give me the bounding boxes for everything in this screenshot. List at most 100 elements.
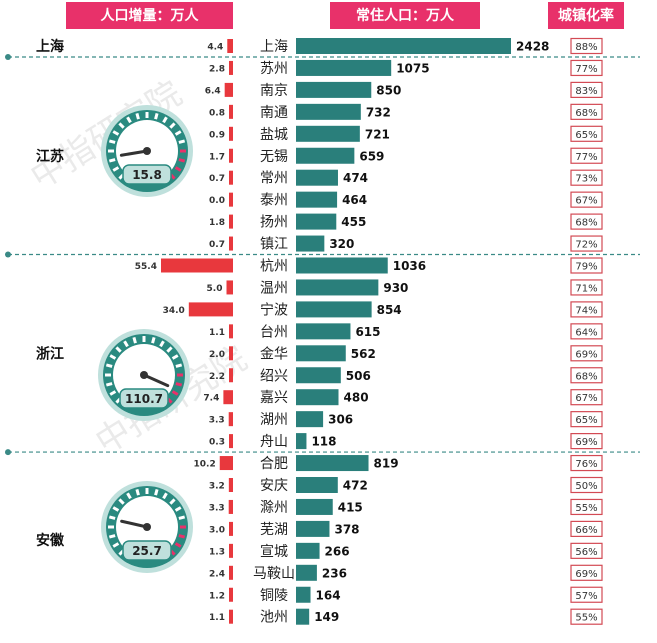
increase-bar (229, 434, 233, 449)
increase-bar (223, 390, 233, 405)
population-value: 562 (351, 347, 376, 361)
increase-bar (188, 302, 233, 317)
urbanization-value: 67% (575, 393, 597, 404)
population-value: 320 (329, 237, 354, 251)
population-value: 118 (311, 435, 336, 449)
gauge-tick (112, 130, 120, 136)
population-bar (296, 169, 338, 186)
city-name: 温州 (260, 280, 288, 296)
increase-value: 2.8 (209, 64, 225, 74)
population-bar (296, 564, 317, 581)
gauge-tick (115, 346, 122, 353)
increase-bar (161, 258, 233, 273)
gauge-tick (174, 506, 182, 512)
urbanization-box (570, 520, 603, 538)
group-divider-dot (5, 53, 11, 60)
city-name: 滁州 (260, 500, 288, 516)
gauge-tick (135, 112, 140, 120)
gauge-value-box (122, 164, 172, 185)
urbanization-value: 77% (575, 64, 597, 75)
increase-bar (228, 478, 233, 492)
city-name: 泰州 (260, 193, 288, 209)
urbanization-value: 76% (575, 459, 597, 470)
urbanization-box (570, 301, 603, 318)
urbanization-box (570, 257, 603, 274)
population-bar (296, 455, 369, 472)
city-name: 杭州 (260, 259, 288, 275)
urbanization-value: 73% (575, 174, 597, 185)
gauge-tick (174, 542, 182, 548)
urbanization-value: 68% (575, 108, 597, 119)
population-bar (296, 213, 337, 230)
increase-value: 10.2 (194, 460, 216, 470)
gauge-tick (105, 363, 113, 368)
population-column-header-bg (330, 2, 480, 29)
group-divider-dot (5, 449, 11, 456)
urbanization-box (570, 367, 603, 384)
urbanization-value: 65% (575, 130, 597, 141)
urbanization-box (570, 213, 603, 230)
urbanization-box (570, 147, 603, 164)
city-name: 湖州 (260, 412, 288, 428)
increase-value: 0.7 (209, 174, 225, 184)
increase-value: 6.4 (205, 86, 221, 96)
population-bar (296, 367, 341, 384)
gauge-needle (142, 373, 170, 388)
gauge-tick (174, 130, 182, 136)
increase-bar (229, 192, 233, 207)
population-value: 480 (344, 391, 369, 405)
urbanization-value: 69% (575, 349, 597, 360)
gauge-tick (171, 354, 179, 360)
urbanization-value: 57% (575, 591, 597, 602)
gauge-tick (154, 488, 159, 496)
population-value: 378 (334, 522, 359, 536)
city-name: 芜湖 (260, 521, 288, 538)
population-bar (296, 608, 310, 625)
increase-bar (227, 39, 233, 53)
population-value: 474 (343, 171, 368, 185)
urbanization-box (570, 169, 603, 186)
population-bar (296, 389, 339, 406)
population-value: 266 (325, 544, 350, 558)
urbanization-value: 50% (575, 481, 597, 492)
urbanization-box (570, 389, 603, 406)
urbanization-box (570, 454, 603, 472)
gauge-hub (143, 523, 151, 531)
gauge-tick (178, 158, 186, 163)
increase-value: 55.4 (135, 262, 157, 272)
city-name: 南京 (260, 83, 288, 99)
urbanization-value: 72% (575, 240, 597, 251)
city-name: 镇江 (260, 237, 288, 253)
urbanization-value: 56% (575, 547, 597, 558)
increase-bar (229, 346, 233, 361)
urbanization-box (570, 542, 603, 559)
gauge-tick (175, 382, 183, 387)
urbanization-box (570, 103, 603, 120)
increase-bar (229, 368, 233, 383)
population-bar (296, 542, 320, 559)
urbanization-value: 79% (575, 262, 597, 273)
gauge-tick (108, 158, 116, 163)
gauge-value-label: 110.7 (125, 392, 163, 406)
population-bar (296, 257, 388, 274)
urbanization-value: 64% (575, 327, 597, 338)
city-name: 绍兴 (260, 368, 288, 384)
gauge-value-label: 15.8 (132, 168, 162, 182)
urbanization-value: 69% (575, 569, 597, 580)
urbanization-value: 67% (575, 196, 597, 207)
population-value: 854 (377, 303, 402, 317)
gauge-tick (108, 534, 116, 539)
population-value: 236 (322, 566, 347, 580)
increase-column-header: 人口增量：万人 (101, 7, 200, 24)
gauge-tick (109, 354, 117, 360)
gauge-tick (154, 112, 159, 120)
population-bar (296, 498, 333, 515)
urbanization-value: 65% (575, 415, 597, 426)
population-value: 850 (376, 83, 401, 97)
increase-bar (229, 148, 233, 163)
increase-bar (229, 126, 233, 141)
population-bar (296, 59, 392, 76)
increase-value: 3.0 (209, 525, 225, 535)
increase-value: 0.0 (209, 196, 225, 206)
urbanization-box (570, 81, 603, 99)
